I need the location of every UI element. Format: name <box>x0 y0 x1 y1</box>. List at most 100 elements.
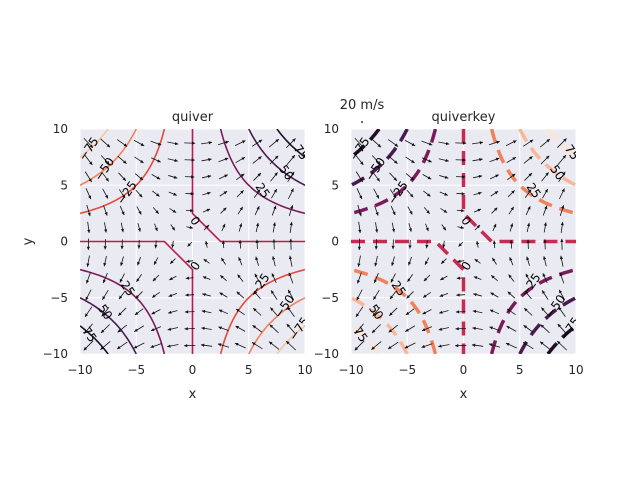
quiver-arrowhead <box>438 344 442 348</box>
quiver-arrowhead <box>462 175 466 179</box>
quiver-arrowhead <box>473 293 477 297</box>
quiver-arrowhead <box>561 205 565 209</box>
quiver-arrowhead <box>288 289 292 294</box>
x-tick-label: 10 <box>568 363 583 377</box>
quiver-arrowhead <box>275 139 279 143</box>
quiver-arrowhead <box>191 175 195 179</box>
quiver-arrowhead <box>523 325 528 329</box>
contour-line-25 <box>489 129 576 216</box>
quiver-arrowhead <box>289 238 293 243</box>
quiver-arrowhead <box>189 225 193 230</box>
quiver-arrowhead <box>388 345 392 350</box>
quiver-arrowhead <box>191 141 196 145</box>
quiver-arrowhead <box>527 206 531 210</box>
quiver-arrowhead <box>545 155 550 160</box>
contour-line-75 <box>276 129 305 158</box>
quiver-arrowhead <box>371 346 375 350</box>
contour-line-75 <box>351 324 381 354</box>
quiver-arrowhead <box>291 155 295 159</box>
contour-line--25 <box>351 129 438 216</box>
quiver-arrowhead <box>471 343 476 347</box>
quiver-arrowhead <box>221 257 225 262</box>
quiver-arrowhead <box>119 278 123 283</box>
quiver-arrowhead <box>442 244 446 248</box>
quiver-arrowhead <box>376 194 379 199</box>
quiver-arrowhead <box>174 141 179 146</box>
quiver-arrowhead <box>272 239 276 243</box>
quiver-arrowhead <box>206 208 211 212</box>
quiver-arrowhead <box>140 159 144 163</box>
quiver-arrowhead <box>388 329 393 333</box>
quiver-arrowhead <box>271 290 275 294</box>
quiver-arrowhead <box>478 174 483 179</box>
x-tick-label: −5 <box>398 363 416 377</box>
quiver-arrowhead <box>155 210 159 214</box>
quiver-arrowhead <box>359 178 363 183</box>
quiver-arrowhead <box>89 144 93 148</box>
quiver-arrowhead <box>423 294 427 298</box>
quiver-arrowhead <box>560 238 564 243</box>
quiver-arrowhead <box>121 194 126 198</box>
quiver-arrowhead <box>408 245 412 249</box>
quiver-arrowhead <box>241 140 246 144</box>
quiver-arrowhead <box>168 293 173 297</box>
contour-line--75 <box>276 325 305 354</box>
quiver-arrowhead <box>522 342 527 346</box>
quiver-arrowhead <box>170 260 174 264</box>
contour-line-25 <box>351 267 438 354</box>
quiver-arrowhead <box>100 329 105 334</box>
quiver-arrowhead <box>288 272 292 277</box>
quiver-arrowhead <box>357 246 361 250</box>
quiver-arrowhead <box>202 293 206 297</box>
quiver-arrowhead <box>354 346 359 351</box>
quiver-arrowhead <box>106 143 111 148</box>
quiver-arrowhead <box>405 328 409 332</box>
quiver-arrowhead <box>492 257 496 262</box>
y-tick-label: 10 <box>53 122 68 136</box>
quiver-arrowhead <box>509 257 513 261</box>
contour-line--75 <box>80 129 109 158</box>
quiver-arrowhead <box>208 158 212 162</box>
quiver-arrowhead <box>428 142 433 146</box>
quiver-arrowhead <box>359 195 363 200</box>
quiver-arrowhead <box>371 329 376 334</box>
quiver-arrowhead <box>544 189 548 193</box>
quiver-arrowhead <box>495 157 500 161</box>
quiver-arrowhead <box>105 194 108 199</box>
quiver-arrowhead <box>542 273 546 277</box>
quiver-arrowhead <box>136 278 140 282</box>
quiver-arrowhead <box>137 261 141 266</box>
quiver-arrowhead <box>184 327 188 331</box>
quiver-arrowhead <box>258 139 263 143</box>
quiver-arrowhead <box>133 345 138 349</box>
contour-line-25 <box>80 268 166 354</box>
quiver-arrowhead <box>151 311 156 315</box>
contour-line-50 <box>80 297 137 354</box>
quiver-arrowhead <box>472 309 477 314</box>
quiver-arrowhead <box>239 206 243 211</box>
quiver-arrowhead <box>286 323 291 328</box>
y-tick-label: −5 <box>50 291 68 305</box>
quiver-arrowhead <box>494 191 499 195</box>
y-tick-label: −10 <box>43 347 68 361</box>
quiver-arrowhead <box>104 212 108 216</box>
quiver-arrowhead <box>562 155 566 159</box>
quiver-arrowhead <box>374 262 378 267</box>
quiver-arrowhead <box>154 261 157 265</box>
quiver-arrowhead <box>152 294 156 298</box>
quiver-arrowhead <box>123 143 128 147</box>
quiver-arrowhead <box>474 259 479 263</box>
quiver-arrowhead <box>86 263 90 267</box>
quiver-arrowhead <box>122 177 126 181</box>
quiver-arrowhead <box>190 209 194 213</box>
quiver-arrowhead <box>510 223 514 227</box>
quiver-arrowhead <box>557 341 561 345</box>
quiver-arrowhead <box>156 193 160 197</box>
quiver-arrowhead <box>441 260 445 264</box>
quiver-arrowhead <box>224 174 228 178</box>
quiver-arrowhead <box>545 172 549 176</box>
quiver-arrowhead <box>236 291 241 296</box>
quiver-arrowhead <box>360 144 364 148</box>
quiver-arrowhead <box>120 228 125 233</box>
quiver-arrowhead <box>559 272 563 277</box>
